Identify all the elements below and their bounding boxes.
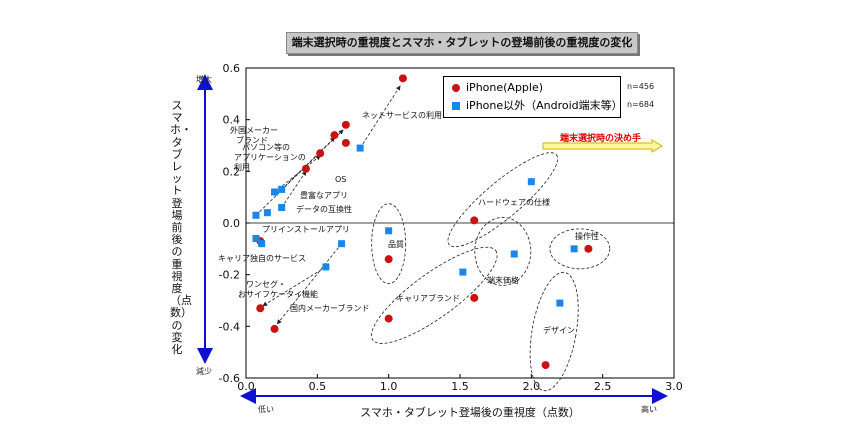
y-axis-label: スマホ・タブレット登場前後の重視度（点数）の変化 bbox=[170, 99, 192, 357]
x-axis-label: スマホ・タブレット登場後の重視度（点数） bbox=[360, 406, 580, 419]
x-tick-label: 0.5 bbox=[309, 380, 327, 393]
legend: iPhone(Apple) iPhone以外（Android端末等） bbox=[443, 76, 623, 118]
x-axis-right-label: 高い bbox=[641, 405, 657, 414]
point-iphone bbox=[301, 164, 310, 173]
cluster-ellipse bbox=[474, 217, 532, 286]
point-android bbox=[278, 185, 286, 193]
cluster-ellipse bbox=[447, 152, 559, 248]
annotation-label: デザイン bbox=[543, 325, 575, 335]
leader-arrow bbox=[276, 243, 342, 325]
point-iphone bbox=[398, 74, 407, 83]
x-tick-label: 1.5 bbox=[451, 380, 469, 393]
legend-item-android: iPhone以外（Android端末等） bbox=[452, 98, 623, 114]
annotation-label: プリインストールアプリ bbox=[262, 225, 350, 234]
y-tick-label: 0.4 bbox=[223, 114, 241, 127]
leader-arrow bbox=[281, 170, 307, 208]
annotation-label: 国内メーカーブランド bbox=[290, 303, 370, 313]
y-tick-label: -0.4 bbox=[219, 320, 240, 333]
x-axis-left-label: 低い bbox=[258, 405, 274, 414]
point-iphone bbox=[256, 304, 265, 313]
x-tick-label: 3.0 bbox=[665, 380, 683, 393]
x-tick-label: 1.0 bbox=[380, 380, 398, 393]
point-android bbox=[258, 240, 266, 248]
point-android bbox=[356, 144, 364, 152]
point-android bbox=[556, 299, 564, 307]
chart-title: 端末選択時の重視度とスマホ・タブレットの登場前後の重視度の変化 bbox=[286, 32, 638, 54]
cluster-ellipse bbox=[371, 203, 407, 285]
annotation-label: ネットサービスの利用 bbox=[362, 110, 442, 120]
x-tick-label: 2.5 bbox=[594, 380, 612, 393]
point-iphone bbox=[341, 138, 350, 147]
point-iphone bbox=[341, 120, 350, 129]
point-iphone bbox=[470, 293, 479, 302]
cluster-ellipse bbox=[549, 228, 611, 270]
key-arrow-icon bbox=[542, 139, 663, 153]
leader-arrow bbox=[359, 85, 401, 149]
legend-n-android: n=684 bbox=[627, 100, 655, 109]
point-iphone bbox=[384, 314, 393, 323]
annotation-label: 品質 bbox=[388, 239, 404, 249]
point-iphone bbox=[584, 244, 593, 253]
annotation-label: データの互換性 bbox=[296, 204, 352, 214]
annotation-label: パソコン等のアプリケーションの利用 bbox=[234, 142, 306, 172]
y-axis-bottom-label: 減少 bbox=[196, 367, 212, 376]
leader-arrow bbox=[255, 129, 344, 216]
point-android bbox=[263, 209, 271, 217]
annotation-label: 操作性 bbox=[575, 231, 599, 241]
legend-label-iphone: iPhone(Apple) bbox=[466, 81, 544, 94]
annotation-label: ハードウェアの仕様 bbox=[478, 197, 550, 207]
legend-item-iphone: iPhone(Apple) bbox=[452, 80, 543, 96]
y-axis-top-label: 増大 bbox=[196, 75, 212, 84]
point-iphone bbox=[330, 131, 339, 140]
point-android bbox=[570, 245, 578, 253]
annotation-label: 豊富なアプリ bbox=[300, 190, 348, 200]
point-android bbox=[252, 211, 260, 219]
annotation-label: 外国メーカーブランド bbox=[230, 125, 278, 145]
y-tick-label: -0.6 bbox=[219, 372, 240, 385]
point-android bbox=[278, 204, 286, 211]
annotation-label: 端末価格 bbox=[487, 275, 519, 285]
point-iphone bbox=[384, 255, 393, 264]
cluster-ellipse bbox=[371, 246, 498, 344]
y-tick-label: -0.2 bbox=[219, 269, 240, 282]
point-iphone bbox=[270, 324, 279, 333]
point-iphone bbox=[541, 361, 550, 370]
annotation-label: キャリアブランド bbox=[396, 293, 460, 303]
y-tick-label: 0.6 bbox=[223, 62, 241, 75]
point-android bbox=[510, 250, 518, 258]
key-arrow-label: 端末選択時の決め手 bbox=[560, 134, 642, 144]
y-tick-label: 0.0 bbox=[223, 217, 241, 230]
point-android bbox=[338, 240, 346, 248]
legend-label-android: iPhone以外（Android端末等） bbox=[466, 99, 623, 112]
x-tick-label: 2.0 bbox=[523, 380, 541, 393]
annotation-label: ワンセグ・おサイフケータイ機能 bbox=[238, 279, 318, 299]
circle-marker-icon bbox=[452, 84, 460, 92]
point-android bbox=[252, 235, 260, 242]
annotation-label: キャリア独自のサービス bbox=[218, 253, 306, 263]
leader-arrow bbox=[281, 137, 336, 190]
legend-n-iphone: n=456 bbox=[627, 82, 655, 91]
y-tick-label: 0.2 bbox=[223, 165, 241, 178]
point-iphone bbox=[316, 149, 325, 158]
point-android bbox=[322, 263, 330, 271]
point-android bbox=[459, 268, 467, 276]
square-marker-icon bbox=[452, 102, 460, 110]
point-android bbox=[271, 188, 279, 196]
point-iphone bbox=[470, 216, 479, 225]
leader-arrow bbox=[262, 266, 327, 307]
annotation-label: OS bbox=[335, 175, 346, 184]
point-android bbox=[385, 227, 393, 235]
point-android bbox=[527, 178, 535, 186]
